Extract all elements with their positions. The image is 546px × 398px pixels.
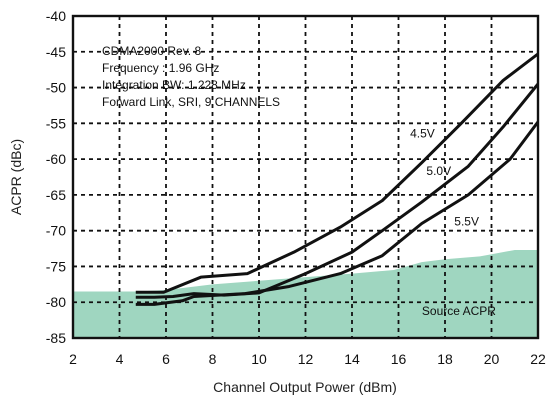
series-line-4.5V xyxy=(135,52,538,294)
annotation-line: Integration BW: 1.228 MHz xyxy=(102,78,246,92)
x-tick-label: 2 xyxy=(69,351,77,367)
series-layer xyxy=(135,52,538,306)
x-tick-label: 8 xyxy=(209,351,217,367)
y-tick-label: -50 xyxy=(46,80,66,96)
annotation-line: CDMA2000 Rev. 8 xyxy=(102,44,201,58)
y-tick-label: -60 xyxy=(46,151,66,167)
series-label-4.5V: 4.5V xyxy=(410,127,435,141)
series-label-5.5V: 5.5V xyxy=(454,215,479,229)
series-label-5.0V: 5.0V xyxy=(426,164,451,178)
y-axis-label: ACPR (dBc) xyxy=(8,139,24,215)
x-tick-label: 6 xyxy=(162,351,170,367)
tick-label-layer: 2 4 6 8 10 12 14 16 18 20 22 -40 -45 -50 -55 -60 -65 -70 -… xyxy=(46,8,546,367)
x-tick-label: 4 xyxy=(116,351,124,367)
plot-frame xyxy=(71,14,540,340)
y-tick-label: -65 xyxy=(46,187,66,203)
series-line-5.5V xyxy=(135,121,538,306)
annotation-line: Frequency : 1.96 GHz xyxy=(102,61,219,75)
annotation-line: Forward Link, SRI, 9 CHANNELS xyxy=(102,95,280,109)
x-tick-label: 12 xyxy=(298,351,314,367)
y-tick-label: -55 xyxy=(46,115,66,131)
x-tick-label: 10 xyxy=(251,351,267,367)
annotation-block: CDMA2000 Rev. 8 Frequency : 1.96 GHz Int… xyxy=(102,44,280,109)
source-acpr-region-layer xyxy=(73,249,538,338)
x-axis-label: Channel Output Power (dBm) xyxy=(213,379,397,395)
source-acpr-region xyxy=(73,249,538,338)
y-tick-label: -40 xyxy=(46,8,66,24)
x-tick-label: 20 xyxy=(484,351,500,367)
x-tick-label: 14 xyxy=(344,351,360,367)
x-tick-label: 16 xyxy=(391,351,407,367)
y-tick-label: -80 xyxy=(46,294,66,310)
y-tick-label: -85 xyxy=(46,330,66,346)
x-tick-label: 22 xyxy=(530,351,546,367)
x-tick-label: 18 xyxy=(437,351,453,367)
grid-layer xyxy=(73,16,538,338)
source-acpr-label: Source ACPR xyxy=(422,304,496,318)
y-tick-label: -75 xyxy=(46,258,66,274)
y-tick-label: -70 xyxy=(46,223,66,239)
y-tick-label: -45 xyxy=(46,44,66,60)
series-label-layer: 4.5V 5.0V 5.5V Source ACPR xyxy=(410,127,496,318)
